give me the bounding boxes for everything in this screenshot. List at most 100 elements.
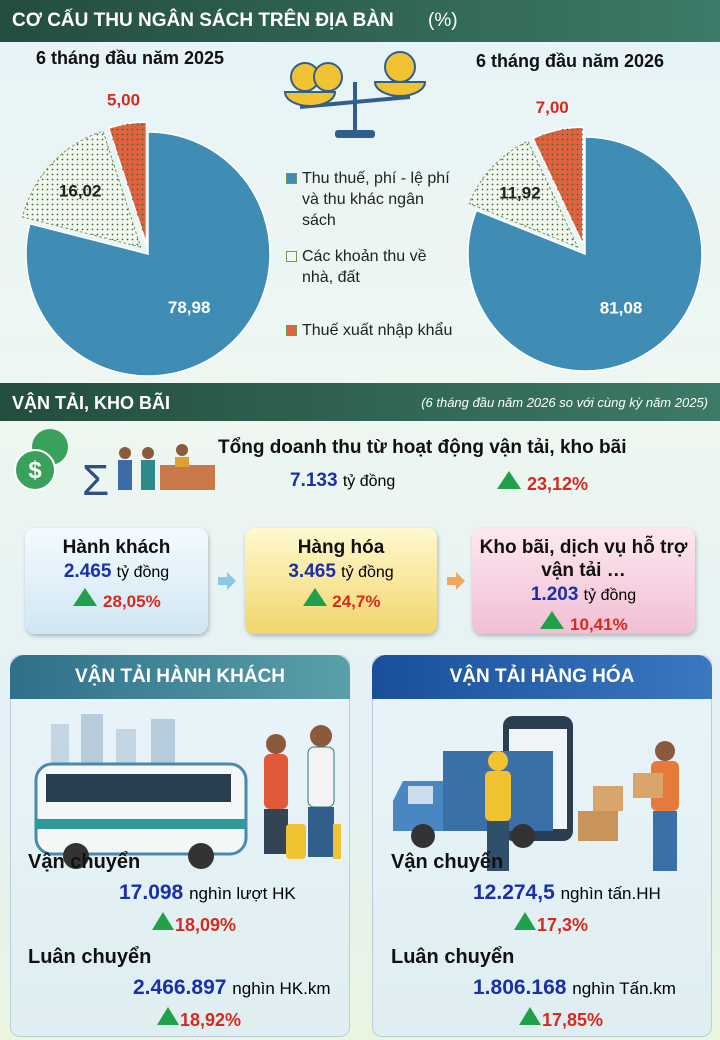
up-arrow (519, 1007, 541, 1025)
legend-label: Thu thuế, phí - lệ phí và thu khác ngân … (302, 170, 450, 229)
pie-slice (25, 131, 271, 377)
legend-swatch (286, 251, 297, 262)
segment-change: 28,05% (103, 592, 161, 611)
bus-illustration (34, 714, 341, 869)
segment-label: Kho bãi, dịch vụ hỗ trợ vận tải … (479, 537, 688, 581)
total-label: Tổng doanh thu từ hoạt động vận tải, kho… (218, 437, 627, 458)
row-value: 17.098 (119, 881, 184, 904)
row-label-line: Luân chuyển (391, 946, 514, 969)
total-value: 7.133 (290, 470, 338, 491)
up-arrow (302, 588, 327, 606)
scale-icon (283, 51, 427, 138)
slice-texture (21, 130, 142, 248)
up-arrow (73, 588, 98, 606)
section-note: (6 tháng đầu năm 2026 so với cùng kỳ năm… (421, 395, 708, 410)
section-title: VẬN TẢI, KHO BÃI (12, 393, 171, 413)
value-label: 11,92 (499, 184, 541, 203)
segment-label: Hành khách (62, 537, 171, 558)
total-value-line: 7.133 tỷ đồng (290, 470, 395, 492)
up-arrow (157, 1007, 179, 1025)
up-arrow (514, 912, 536, 930)
segment-label: Hàng hóa (297, 537, 385, 558)
value-label: 81,08 (600, 298, 643, 317)
row-label-line: Luân chuyển (28, 946, 151, 969)
header-unit: (%) (428, 10, 458, 31)
header-bar: CƠ CẤU THU NGÂN SÁCH TRÊN ĐỊA BÀN (%) (0, 0, 720, 42)
slice-texture (468, 140, 579, 249)
legend-swatch (286, 325, 297, 336)
panel: VẬN TẢI HÀNH KHÁCH Vận chuyển 17.098 nghì… (10, 655, 350, 1037)
panel-title: VẬN TẢI HÀNG HÓA (449, 666, 635, 687)
row-value-line: 12.274,5 nghìn tấn.HH (473, 881, 661, 905)
row-label: Vận chuyển (28, 851, 141, 873)
segment-value-line: 3.465 tỷ đồng (245, 561, 437, 583)
row-value: 12.274,5 (473, 881, 555, 904)
section-bar: VẬN TẢI, KHO BÃI (6 tháng đầu năm 2026 s… (0, 383, 720, 421)
segment-label-line: Hành khách (25, 536, 208, 559)
row-label-line: Vận chuyển (28, 851, 140, 874)
row-change-line: 17,3% (513, 911, 588, 936)
panel: VẬN TẢI HÀNG HÓA Vận chuyển 12.274,5 nghì… (372, 655, 712, 1037)
value-label: 5,00 (107, 91, 140, 110)
row-unit: nghìn HK.km (232, 979, 331, 998)
revenue-icons: $ Σ (14, 429, 215, 505)
row-value-line: 1.806.168 nghìn Tấn.km (473, 976, 676, 1000)
segment-box: Hàng hóa 3.465 tỷ đồng 24,7% (245, 528, 437, 634)
slice-texture (108, 122, 147, 245)
row-value: 1.806.168 (473, 976, 567, 999)
slice-texture (533, 127, 583, 245)
row-value-line: 17.098 nghìn lượt HK (119, 881, 296, 905)
legend-item: Thu thuế, phí - lệ phí và thu khác ngân … (286, 168, 456, 231)
panel-tab: VẬN TẢI HÀNG HÓA (372, 655, 712, 699)
segment-unit: tỷ đồng (341, 564, 394, 581)
segment-value-line: 2.465 tỷ đồng (25, 561, 208, 583)
segment-change-line: 10,41% (472, 610, 695, 635)
segment-value: 3.465 (288, 561, 336, 582)
legend-item: Thuế xuất nhập khẩu (286, 320, 456, 341)
header-title: CƠ CẤU THU NGÂN SÁCH TRÊN ĐỊA BÀN (12, 10, 394, 31)
segment-change-line: 24,7% (245, 587, 437, 612)
segment-value-line: 1.203 tỷ đồng (472, 584, 695, 606)
segment-label-line: Kho bãi, dịch vụ hỗ trợ vận tải … (472, 536, 695, 582)
flow-arrow (447, 572, 465, 590)
row-value: 2.466.897 (133, 976, 227, 999)
row-label: Luân chuyển (391, 946, 515, 968)
segment-value: 1.203 (530, 584, 579, 605)
row-change: 18,09% (175, 915, 237, 935)
value-label: 7,00 (536, 98, 569, 117)
total-change-line: 23,12% (496, 470, 588, 495)
segment-label-line: Hàng hóa (245, 536, 437, 559)
pie-slice (467, 136, 703, 372)
svg-text:Σ: Σ (82, 456, 109, 505)
legend-swatch (286, 173, 297, 184)
segment-change: 24,7% (332, 592, 381, 611)
legend-label: Thuế xuất nhập khẩu (302, 322, 453, 339)
row-change-line: 18,09% (151, 911, 236, 936)
segment-unit: tỷ đồng (116, 564, 170, 581)
up-arrow (540, 611, 565, 629)
total-change: 23,12% (527, 474, 589, 494)
row-label-line: Vận chuyển (391, 851, 503, 874)
up-arrow (497, 471, 521, 489)
row-label: Luân chuyển (28, 946, 152, 968)
up-arrow (152, 912, 174, 930)
row-value-line: 2.466.897 nghìn HK.km (133, 976, 331, 1000)
segment-box: Kho bãi, dịch vụ hỗ trợ vận tải … 1.203 t… (472, 528, 695, 634)
svg-text:$: $ (28, 457, 42, 484)
value-label: 16,02 (59, 181, 102, 200)
panel-tab: VẬN TẢI HÀNH KHÁCH (10, 655, 350, 699)
segment-change: 10,41% (570, 615, 628, 634)
chart-title: 6 tháng đầu năm 2026 (476, 51, 664, 71)
row-change-line: 18,92% (156, 1006, 241, 1031)
value-label: 78,98 (168, 298, 211, 317)
row-change: 17,85% (542, 1010, 604, 1030)
segment-change-line: 28,05% (25, 587, 208, 612)
total-unit: tỷ đồng (342, 473, 396, 490)
legend-item: Các khoản thu về nhà, đất (286, 246, 456, 288)
legend-label: Các khoản thu về nhà, đất (302, 248, 427, 286)
row-unit: nghìn tấn.HH (560, 884, 661, 903)
segment-value: 2.465 (63, 561, 112, 582)
truck-illustration (393, 716, 679, 871)
flow-arrow (218, 572, 236, 590)
